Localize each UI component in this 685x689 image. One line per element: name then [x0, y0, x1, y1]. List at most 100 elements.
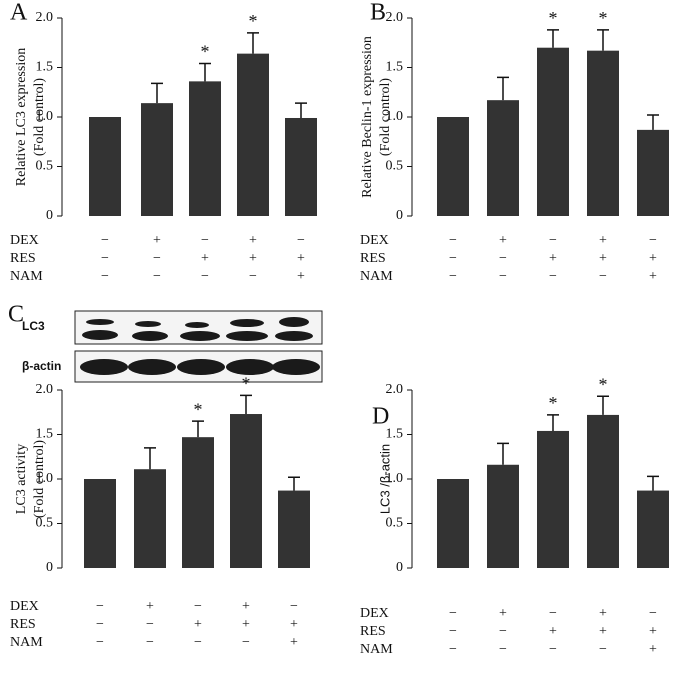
treatment-sign: + — [499, 233, 507, 248]
bar — [84, 479, 116, 568]
bar — [437, 479, 469, 568]
error-bar — [151, 82, 163, 104]
error-bar — [547, 414, 559, 431]
significance-mark: * — [599, 8, 608, 28]
treatment-sign: − — [599, 269, 607, 284]
y-tick-label: 1.5 — [386, 60, 404, 75]
y-tick-label: 1.0 — [36, 471, 54, 486]
error-bar — [144, 447, 156, 470]
treatment-sign: + — [499, 606, 507, 621]
treatment-sign: − — [153, 269, 161, 284]
treatment-sign: − — [194, 635, 202, 650]
treatment-sign: + — [297, 251, 305, 266]
y-tick-label: 1.5 — [386, 427, 404, 442]
treatment-sign: + — [146, 599, 154, 614]
bar — [182, 437, 214, 568]
treatment-label: NAM — [360, 269, 393, 284]
error-bar — [547, 29, 559, 48]
significance-mark: * — [201, 42, 210, 62]
treatment-sign: − — [499, 269, 507, 284]
treatment-sign: − — [449, 606, 457, 621]
error-bar — [597, 395, 609, 415]
error-bar — [295, 102, 307, 118]
y-tick-label: 1.0 — [36, 109, 54, 124]
bar — [134, 469, 166, 568]
treatment-sign: + — [297, 269, 305, 284]
y-tick-label: 0.5 — [386, 159, 404, 174]
panel-letter: C — [8, 302, 24, 328]
treatment-sign: − — [499, 642, 507, 657]
y-tick-label: 0 — [396, 560, 403, 575]
treatment-label: NAM — [10, 635, 43, 650]
treatment-sign: − — [96, 599, 104, 614]
treatment-sign: − — [449, 624, 457, 639]
treatment-sign: + — [649, 269, 657, 284]
significance-mark: * — [599, 374, 608, 394]
y-tick-label: 0 — [46, 560, 53, 575]
treatment-sign: − — [649, 233, 657, 248]
treatment-label: RES — [10, 251, 36, 266]
treatment-label: RES — [10, 617, 36, 632]
treatment-sign: + — [549, 251, 557, 266]
treatment-sign: − — [201, 269, 209, 284]
treatment-sign: − — [194, 599, 202, 614]
error-bar — [497, 442, 509, 465]
treatment-sign: − — [499, 251, 507, 266]
treatment-sign: + — [153, 233, 161, 248]
treatment-label: DEX — [360, 233, 389, 248]
y-tick-label: 1.0 — [386, 109, 404, 124]
treatment-sign: − — [549, 606, 557, 621]
treatment-sign: + — [599, 233, 607, 248]
significance-mark: * — [549, 393, 558, 413]
treatment-sign: − — [599, 642, 607, 657]
western-blot — [74, 310, 323, 383]
error-bar — [647, 475, 659, 491]
error-bar — [247, 32, 259, 54]
significance-mark: * — [242, 373, 251, 393]
treatment-sign: − — [96, 617, 104, 632]
treatment-sign: − — [549, 233, 557, 248]
treatment-label: RES — [360, 624, 386, 639]
y-tick-label: 0.5 — [36, 159, 54, 174]
y-axis-label: LC3 activity — [14, 444, 29, 514]
y-axis-label: (Fold control) — [378, 78, 393, 156]
error-bar — [199, 62, 211, 82]
bar — [587, 414, 619, 568]
bar — [487, 464, 519, 568]
significance-mark: * — [549, 8, 558, 28]
significance-mark: * — [249, 11, 258, 31]
bar — [278, 490, 310, 568]
treatment-sign: + — [649, 642, 657, 657]
treatment-sign: − — [101, 233, 109, 248]
treatment-sign: − — [201, 233, 209, 248]
bar — [587, 50, 619, 216]
bar — [637, 490, 669, 568]
treatment-sign: + — [290, 635, 298, 650]
y-tick-label: 0.5 — [36, 516, 54, 531]
error-bar — [240, 394, 252, 415]
bar — [189, 81, 221, 216]
bar — [237, 53, 269, 216]
treatment-sign: + — [549, 624, 557, 639]
treatment-sign: + — [599, 606, 607, 621]
treatment-sign: − — [146, 635, 154, 650]
treatment-label: RES — [360, 251, 386, 266]
treatment-sign: − — [449, 269, 457, 284]
treatment-sign: − — [153, 251, 161, 266]
treatment-sign: − — [101, 251, 109, 266]
treatment-label: NAM — [360, 642, 393, 657]
treatment-sign: − — [449, 233, 457, 248]
treatment-sign: − — [297, 233, 305, 248]
treatment-sign: − — [290, 599, 298, 614]
bar — [89, 117, 121, 216]
treatment-sign: − — [549, 642, 557, 657]
error-bar — [192, 420, 204, 438]
y-axis-label: Relative Beclin-1 expression — [360, 36, 375, 198]
bar — [437, 117, 469, 216]
y-tick-label: 0.5 — [386, 516, 404, 531]
treatment-sign: − — [242, 635, 250, 650]
y-tick-label: 2.0 — [386, 10, 404, 25]
treatment-label: DEX — [360, 606, 389, 621]
treatment-sign: + — [242, 617, 250, 632]
y-axis-label: (Fold control) — [32, 440, 47, 518]
